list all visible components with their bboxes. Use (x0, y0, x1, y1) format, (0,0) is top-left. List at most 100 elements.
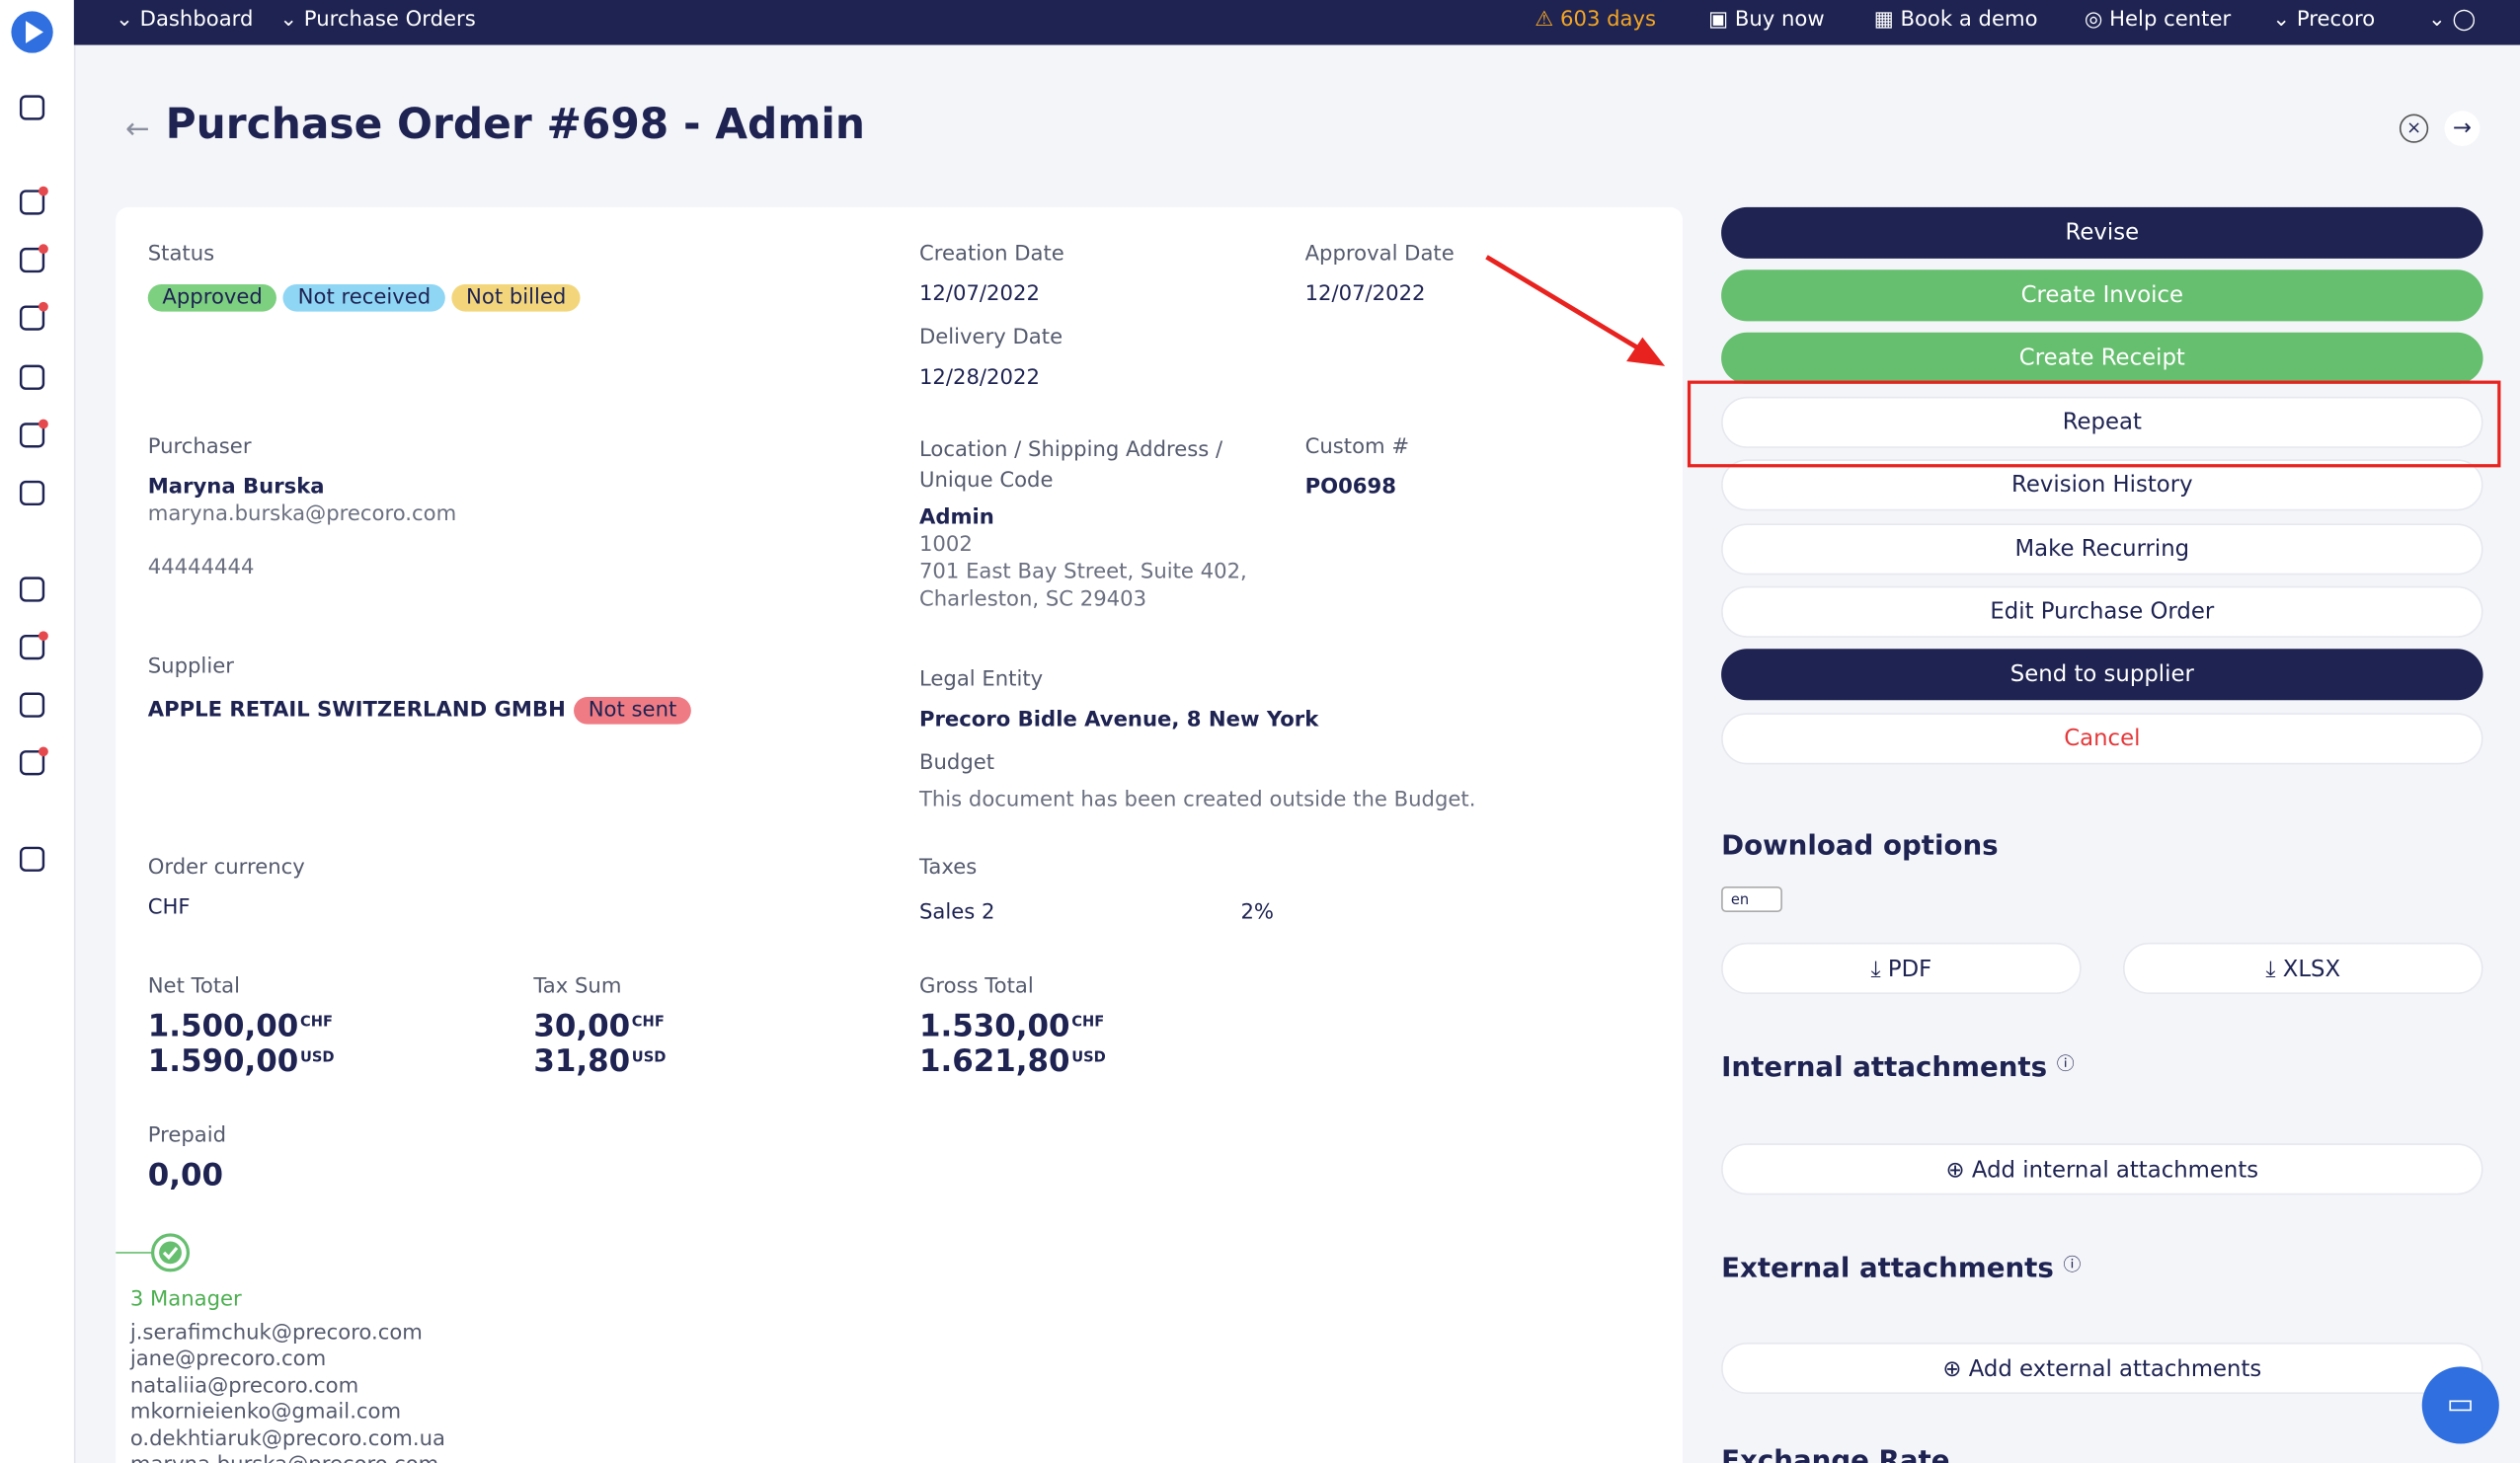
nav-icon[interactable] (19, 364, 45, 390)
approval-step: 3 Manager (129, 1287, 242, 1313)
topbar (73, 0, 2520, 45)
breadcrumb[interactable]: Dashboard (139, 8, 254, 33)
amount: 1.530,00 (918, 1008, 1070, 1044)
action-button[interactable]: Repeat (1721, 396, 2483, 448)
nav-icon[interactable] (19, 480, 45, 506)
title-text: Internal attachments (1721, 1051, 2048, 1085)
status-tag: Approved (147, 283, 277, 312)
action-button[interactable]: Create Invoice (1721, 270, 2483, 322)
nav-icon[interactable] (19, 423, 45, 448)
amount: 31,80 (533, 1043, 631, 1080)
action-button[interactable]: Revision History (1721, 459, 2483, 511)
breadcrumb[interactable]: Purchase Orders (303, 8, 476, 33)
action-button[interactable]: Revise (1721, 206, 2483, 259)
value: 2% (1240, 900, 1275, 926)
badge (39, 631, 48, 642)
value: 12/28/2022 (918, 365, 1040, 391)
help-text: Help center (2109, 8, 2232, 33)
value: 1002 (918, 533, 973, 558)
label: Tax Sum (533, 974, 622, 999)
label: Location / Shipping Address / Unique Cod… (918, 438, 1223, 494)
nav-icon[interactable] (19, 577, 45, 602)
close[interactable]: × (2399, 114, 2429, 143)
supplier: APPLE RETAIL SWITZERLAND GMBH Not sent (148, 692, 698, 725)
title-text: External attachments (1721, 1252, 2054, 1285)
nav-icon[interactable] (19, 692, 45, 718)
add-external[interactable]: ⊕ Add external attachments (1721, 1342, 2483, 1395)
nav-icon[interactable] (19, 95, 45, 120)
value: Precoro Bidle Avenue, 8 New York (918, 708, 1319, 732)
label: Net Total (147, 974, 241, 999)
details-card (116, 206, 1684, 1463)
help-center[interactable]: ◎ Help center (2084, 8, 2232, 33)
buy-now[interactable]: ▣ Buy now (1708, 8, 1825, 33)
amount: 1.500,00 (147, 1008, 299, 1044)
label: Gross Total (918, 974, 1034, 999)
label: Legal Entity (918, 667, 1044, 693)
label: Prepaid (147, 1123, 227, 1149)
page-title: Purchase Order #698 - Admin (165, 101, 866, 150)
amount: 30,00 (533, 1008, 631, 1044)
xlsx-button[interactable]: ⤓ XLSX (2122, 942, 2483, 994)
value: APPLE RETAIL SWITZERLAND GMBH (147, 698, 566, 724)
nav-icon[interactable] (19, 846, 45, 872)
amount: 1.590,00 (147, 1043, 299, 1080)
label: Supplier (147, 654, 234, 680)
action-button[interactable]: Send to supplier (1721, 649, 2483, 701)
value: 12/07/2022 (1304, 282, 1426, 307)
label: Taxes (918, 856, 978, 881)
add-internal[interactable]: ⊕ Add internal attachments (1721, 1143, 2483, 1195)
approver-email: jane@precoro.com (129, 1348, 327, 1372)
badge (39, 301, 48, 312)
label: Order currency (147, 856, 305, 881)
value: Charleston, SC 29403 (918, 587, 1147, 612)
approver-email: o.dekhtiaruk@precoro.com.ua (129, 1426, 445, 1451)
approver-email: j.serafimchuk@precoro.com (129, 1321, 423, 1347)
nav-icon[interactable] (19, 750, 45, 776)
value: 44444444 (147, 555, 255, 580)
chat-button[interactable]: ▭ (2421, 1366, 2499, 1444)
nav-icon[interactable] (19, 305, 45, 331)
approver-email: maryna.burska@precoro.com (130, 1453, 445, 1463)
book-demo[interactable]: ▦ Book a demo (1873, 8, 2038, 33)
value: 701 East Bay Street, Suite 402, (918, 560, 1247, 585)
nav-icon[interactable] (19, 247, 45, 273)
nav-icon[interactable] (19, 634, 45, 660)
pdf-button[interactable]: ⤓ PDF (1721, 942, 2082, 994)
badge (39, 244, 48, 255)
amount: 0,00 (147, 1157, 224, 1194)
button-text: Add internal attachments (1971, 1157, 2259, 1184)
section-title: Internal attachments ⓘ (1721, 1051, 2075, 1085)
value: maryna.burska@precoro.com (147, 502, 457, 527)
sidebar (0, 0, 76, 1463)
currency: USD (299, 1049, 335, 1067)
badge (39, 419, 48, 429)
value: This document has been created outside t… (918, 788, 1476, 813)
currency: CHF (299, 1015, 334, 1032)
label: Approval Date (1304, 242, 1455, 268)
currency: CHF (631, 1015, 665, 1032)
back-arrow[interactable]: ← (124, 112, 150, 147)
action-button[interactable]: Cancel (1721, 713, 2483, 765)
action-button[interactable]: Edit Purchase Order (1721, 585, 2483, 638)
label: Creation Date (918, 242, 1064, 268)
value: CHF (147, 895, 191, 921)
language-select[interactable]: en (1721, 886, 1782, 913)
value: Sales 2 (918, 900, 995, 926)
company[interactable]: ⌄ Precoro ⌄ ◯ (2272, 8, 2477, 33)
next[interactable]: → (2444, 111, 2481, 147)
value: Maryna Burska (147, 475, 325, 500)
button-text: XLSX (2282, 957, 2341, 983)
action-button[interactable]: Create Receipt (1721, 332, 2483, 384)
demo-text: Book a demo (1900, 8, 2038, 33)
nav-icon[interactable] (19, 190, 45, 215)
label: Budget (918, 751, 995, 776)
trial-days: 603 days (1560, 8, 1657, 33)
section-title: External attachments ⓘ (1721, 1252, 2082, 1285)
currency: USD (631, 1049, 667, 1067)
badge (39, 746, 48, 757)
action-button[interactable]: Make Recurring (1721, 523, 2483, 576)
value: Admin (918, 505, 994, 530)
approver-email: nataliia@precoro.com (129, 1374, 359, 1399)
